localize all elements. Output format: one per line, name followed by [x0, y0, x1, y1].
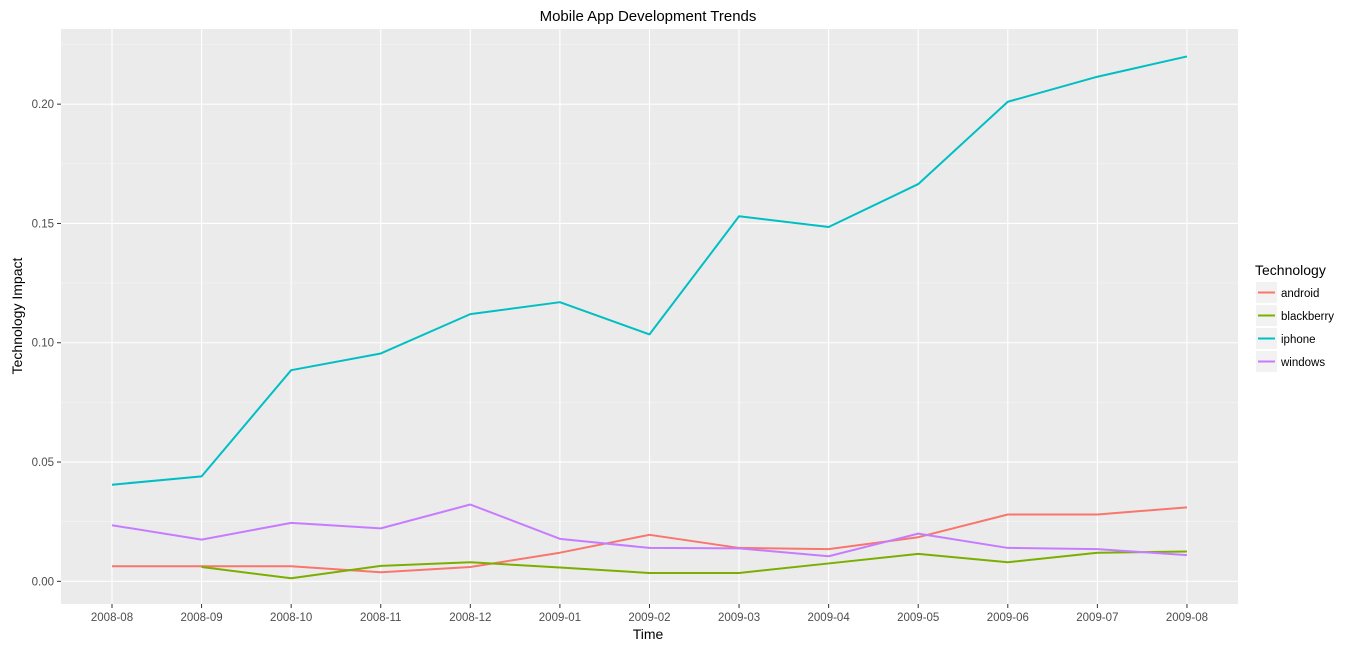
x-tick-label: 2008-09: [180, 612, 222, 624]
grid-lines: [61, 29, 1238, 604]
legend-label-iphone: iphone: [1281, 334, 1316, 346]
y-tick-label: 0.05: [32, 457, 54, 469]
x-tick-label: 2009-07: [1076, 612, 1118, 624]
x-tick-label: 2009-02: [628, 612, 670, 624]
x-tick-label: 2009-01: [539, 612, 581, 624]
legend-label-android: android: [1281, 288, 1319, 300]
series-layer: [111, 55, 1188, 580]
y-axis: 0.00 0.05 0.10 0.15 0.20: [32, 99, 61, 588]
y-axis-title: Technology Impact: [9, 258, 25, 375]
series-line-iphone: [111, 55, 1188, 486]
legend-title: Technology: [1255, 262, 1326, 278]
series-line-blackberry: [201, 550, 1187, 580]
x-axis: 2008-08 2008-09 2008-10 2008-11 2008-12 2009-…: [91, 604, 1208, 624]
y-tick-label: 0.20: [32, 99, 54, 111]
y-tick-label: 0.10: [32, 338, 54, 350]
y-tick-label: 0.15: [32, 218, 54, 230]
x-tick-label: 2008-12: [449, 612, 491, 624]
chart-title: Mobile App Development Trends: [540, 8, 757, 25]
series-line-android: [112, 506, 1188, 574]
x-tick-label: 2008-10: [270, 612, 312, 624]
x-tick-label: 2009-08: [1166, 612, 1208, 624]
x-axis-title: Time: [633, 626, 664, 642]
x-tick-label: 2008-08: [91, 612, 133, 624]
legend: Technology android blackberry iphone window…: [1255, 262, 1334, 372]
x-tick-label: 2009-06: [987, 612, 1029, 624]
y-tick-label: 0.00: [32, 576, 54, 588]
x-tick-label: 2009-03: [718, 612, 760, 624]
series-line-windows: [111, 503, 1188, 558]
x-tick-label: 2009-05: [897, 612, 939, 624]
x-tick-label: 2009-04: [808, 612, 851, 624]
legend-label-blackberry: blackberry: [1281, 311, 1334, 323]
x-tick-label: 2008-11: [360, 612, 401, 624]
legend-label-windows: windows: [1280, 357, 1325, 369]
